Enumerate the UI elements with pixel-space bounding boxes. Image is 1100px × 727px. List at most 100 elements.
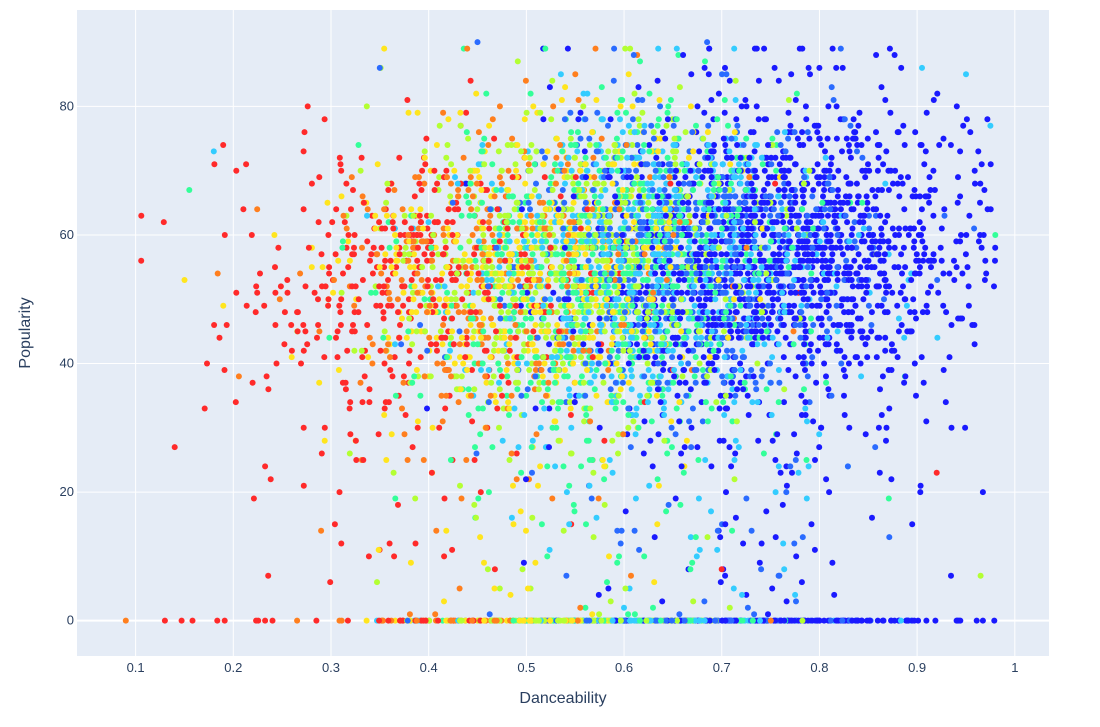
scatter-point (675, 135, 682, 142)
scatter-point (877, 212, 884, 219)
scatter-point (514, 386, 521, 393)
scatter-point (265, 572, 272, 579)
scatter-point (536, 277, 543, 283)
scatter-point (814, 129, 821, 136)
scatter-point (570, 193, 577, 200)
scatter-point (393, 257, 400, 264)
scatter-point (479, 360, 486, 367)
scatter-point (451, 289, 458, 296)
scatter-point (563, 309, 570, 316)
scatter-point (655, 289, 662, 296)
scatter-point (719, 232, 726, 238)
scatter-point (916, 219, 923, 226)
scatter-point (364, 206, 371, 213)
scatter-point (791, 302, 798, 309)
scatter-point (417, 354, 424, 361)
scatter-point (571, 309, 578, 316)
scatter-point (364, 238, 371, 245)
scatter-point (498, 180, 505, 187)
scatter-point (479, 148, 486, 155)
scatter-point (470, 341, 477, 348)
scatter-point (617, 540, 624, 547)
scatter-point (659, 129, 666, 136)
scatter-point (874, 302, 881, 309)
scatter-point (620, 277, 627, 283)
scatter-point (785, 97, 792, 103)
scatter-point (728, 180, 734, 187)
scatter-point (853, 180, 860, 187)
scatter-point (415, 244, 421, 251)
scatter-point (480, 283, 487, 290)
scatter-point (543, 392, 549, 399)
scatter-point (814, 617, 821, 624)
scatter-point (243, 161, 250, 168)
scatter-point (508, 450, 515, 457)
scatter-point (533, 302, 540, 309)
scatter-point (799, 193, 806, 200)
scatter-point (740, 142, 747, 148)
scatter-point (523, 283, 530, 290)
scatter-point (434, 180, 441, 187)
scatter-point (357, 379, 364, 386)
scatter-point (221, 617, 228, 624)
scatter-point (559, 360, 566, 367)
scatter-point (848, 232, 855, 238)
scatter-point (704, 309, 711, 316)
scatter-point (339, 244, 346, 251)
scatter-point (550, 367, 557, 373)
scatter-point (355, 296, 362, 303)
scatter-point (858, 373, 865, 380)
scatter-point (571, 187, 578, 193)
scatter-point (485, 257, 492, 264)
scatter-point (712, 238, 719, 245)
scatter-point (751, 193, 758, 200)
scatter-point (787, 289, 794, 296)
scatter-point (736, 199, 743, 206)
scatter-point (406, 360, 412, 367)
scatter-point (888, 476, 895, 483)
scatter-point (373, 302, 380, 309)
scatter-point (631, 180, 638, 187)
scatter-point (591, 386, 598, 393)
scatter-point (510, 296, 517, 303)
scatter-point (911, 617, 918, 624)
scatter-point (337, 322, 344, 328)
scatter-point (972, 180, 978, 187)
scatter-point (594, 212, 601, 219)
scatter-point (846, 148, 853, 155)
scatter-point (754, 360, 761, 367)
scatter-point (583, 412, 590, 418)
scatter-point (854, 199, 861, 206)
scatter-point (816, 238, 823, 245)
scatter-point (746, 174, 753, 181)
scatter-point (673, 206, 680, 213)
scatter-point (838, 360, 845, 367)
scatter-point (353, 457, 360, 463)
scatter-point (401, 212, 408, 219)
scatter-point (770, 251, 777, 258)
scatter-point (577, 109, 584, 116)
scatter-point (534, 334, 541, 341)
scatter-point (680, 225, 687, 232)
scatter-point (412, 540, 419, 547)
scatter-point (399, 206, 406, 213)
scatter-point (204, 360, 210, 367)
scatter-point (482, 373, 489, 380)
scatter-point (496, 257, 503, 264)
scatter-point (971, 167, 978, 174)
scatter-point (598, 84, 605, 91)
scatter-point (594, 257, 601, 264)
scatter-point (667, 212, 673, 219)
scatter-point (622, 585, 629, 592)
scatter-point (885, 187, 892, 193)
scatter-point (408, 309, 415, 316)
scatter-point (824, 135, 831, 142)
scatter-point (827, 206, 834, 213)
scatter-point (616, 244, 623, 251)
scatter-point (822, 154, 829, 161)
scatter-point (509, 174, 516, 181)
scatter-point (652, 270, 659, 277)
scatter-point (857, 264, 864, 271)
scatter-point (599, 238, 606, 245)
scatter-point (668, 424, 675, 431)
